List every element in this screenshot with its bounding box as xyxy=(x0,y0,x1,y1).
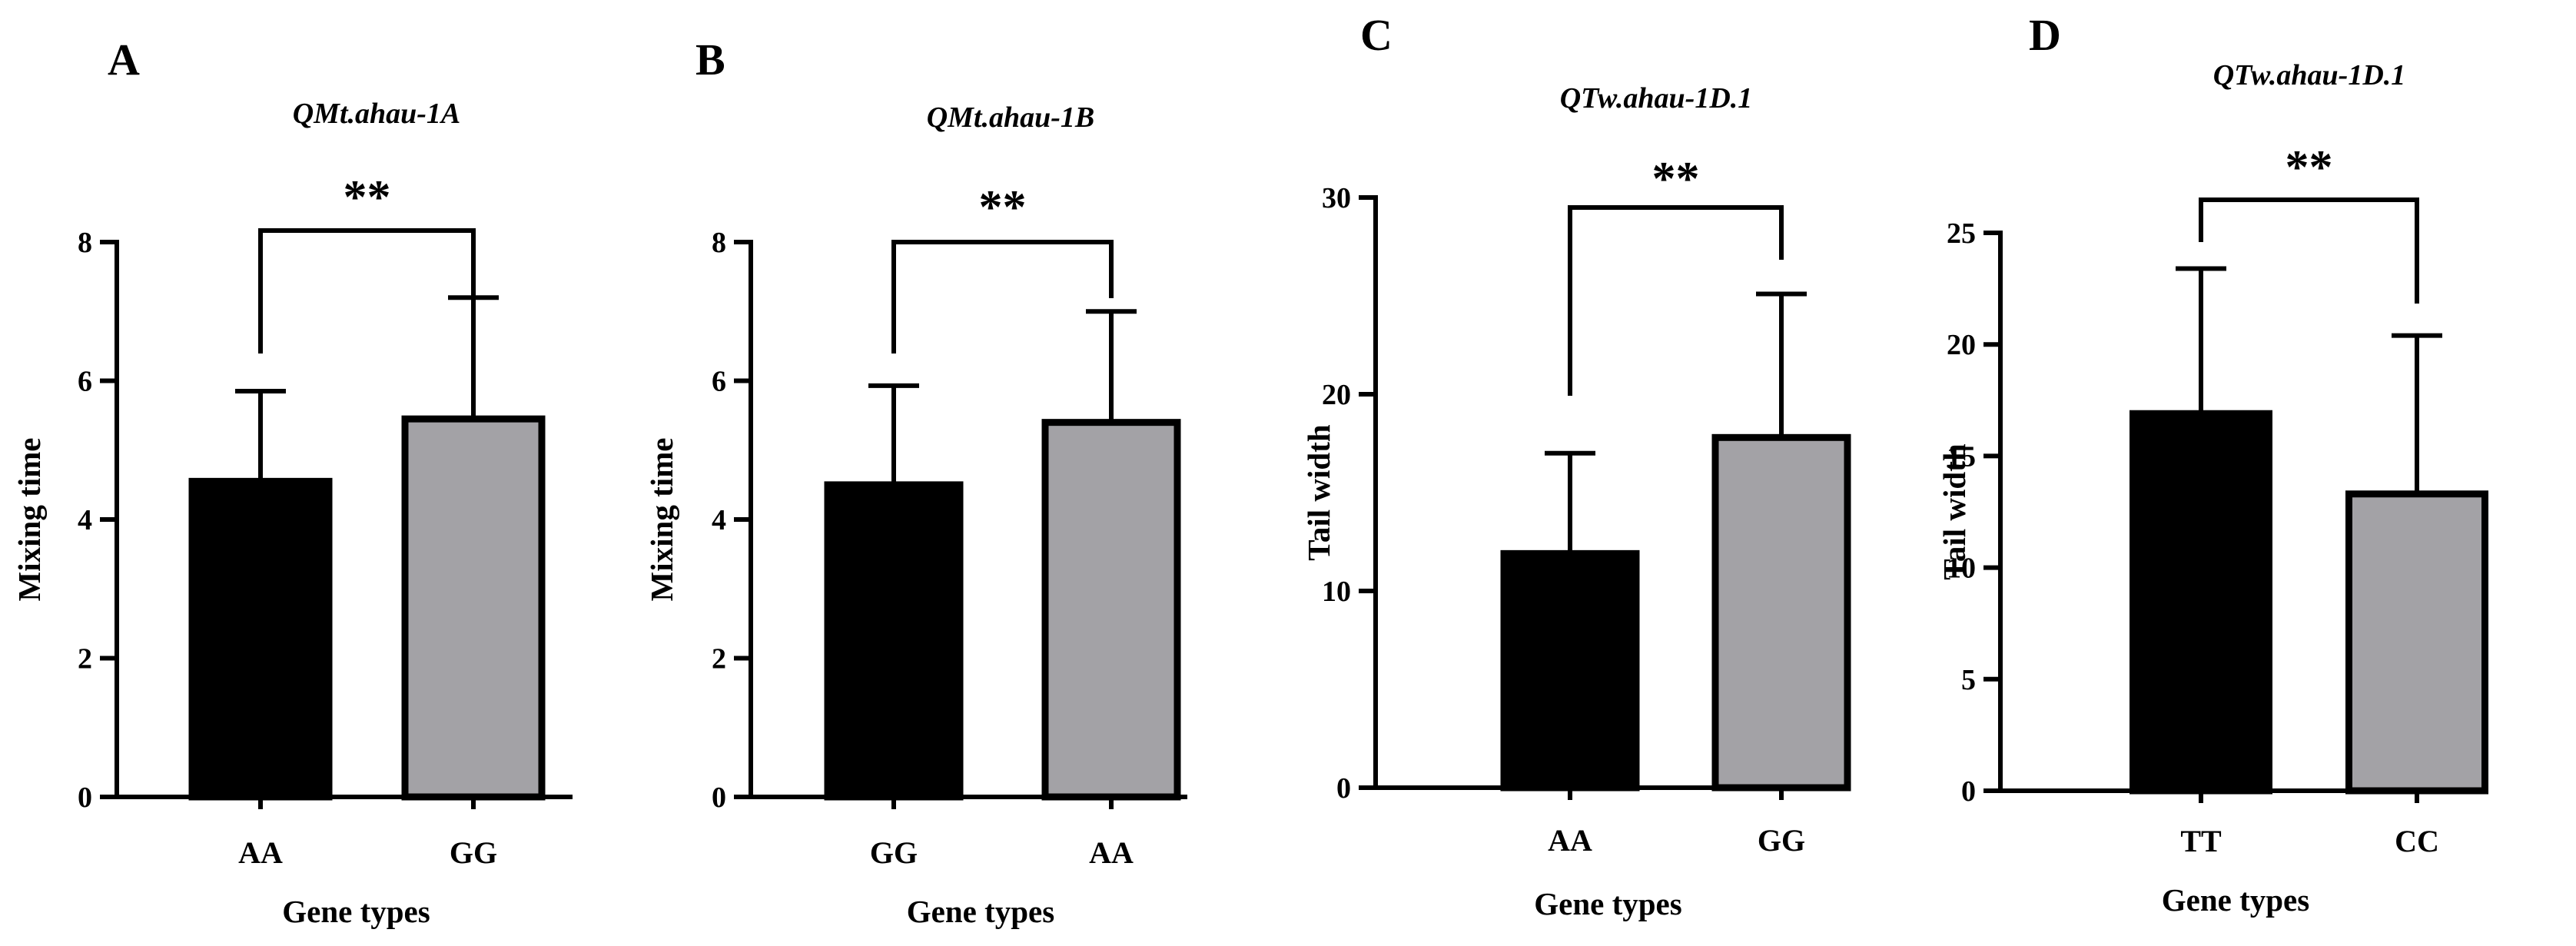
x-tick-label: TT xyxy=(2180,824,2222,858)
y-tick-label: 4 xyxy=(78,504,92,536)
y-tick-label: 10 xyxy=(1947,553,1976,585)
significance-label: ** xyxy=(344,171,391,224)
chart-panel-c: C QTw.ahau-1D.1 Tail width AA GG 0 10 20 30 ** Gen… xyxy=(1301,10,1851,921)
y-tick-label: 0 xyxy=(78,782,92,814)
y-axis-label: Mixing time xyxy=(644,438,679,602)
bar-tt xyxy=(2130,410,2272,795)
x-tick-label: GG xyxy=(870,835,918,870)
y-tick-label: 20 xyxy=(1322,379,1351,411)
y-axis-label: Tail width xyxy=(1937,443,1972,580)
x-tick-label: GG xyxy=(1758,823,1805,858)
y-tick-label: 6 xyxy=(78,366,92,398)
y-tick-label: 30 xyxy=(1322,182,1351,214)
y-tick-label: 5 xyxy=(1961,664,1976,696)
y-tick-label: 8 xyxy=(78,227,92,259)
y-tick-label: 6 xyxy=(712,366,726,398)
significance-label: ** xyxy=(979,181,1027,234)
significance-label: ** xyxy=(1652,153,1700,205)
x-tick-label: AA xyxy=(1089,835,1134,870)
y-tick-label: 15 xyxy=(1947,440,1976,473)
chart-title: QTw.ahau-1D.1 xyxy=(2213,59,2406,91)
y-tick-label: 0 xyxy=(1336,772,1351,805)
y-tick-label: 8 xyxy=(712,227,726,259)
chart-title: QTw.ahau-1D.1 xyxy=(1560,82,1753,115)
y-tick-label: 2 xyxy=(78,643,92,675)
bar-gg xyxy=(1711,433,1851,792)
panel-letter: C xyxy=(1360,10,1393,60)
bar-aa xyxy=(1041,419,1181,801)
y-tick-label: 4 xyxy=(712,504,726,536)
significance-bracket xyxy=(891,240,1114,354)
significance-bracket xyxy=(2199,197,2419,304)
chart-title: QMt.ahau-1B xyxy=(927,101,1095,134)
x-tick-label: AA xyxy=(238,835,283,870)
significance-label: ** xyxy=(2286,141,2333,194)
panel-letter: B xyxy=(695,35,725,85)
significance-bracket xyxy=(1568,205,1784,396)
y-axis-label: Mixing time xyxy=(12,438,47,602)
chart-panel-a: A QMt.ahau-1A Mixing time AA GG 0 2 4 6 8 ** Gene t… xyxy=(12,35,573,929)
bar-cc xyxy=(2345,490,2488,795)
x-axis-label: Gene types xyxy=(907,894,1054,929)
chart-panel-b: B QMt.ahau-1B Mixing time GG AA 0 2 4 6 8 ** Gene t… xyxy=(644,35,1187,929)
x-axis-label: Gene types xyxy=(282,894,430,929)
chart-panel-d: D QTw.ahau-1D.1 Tail width TT CC 0 5 10 15 20 25 **… xyxy=(1937,10,2488,918)
y-tick-label: 0 xyxy=(712,782,726,814)
bar-aa xyxy=(188,477,333,801)
y-tick-label: 0 xyxy=(1961,775,1976,808)
y-tick-label: 20 xyxy=(1947,329,1976,361)
bar-gg xyxy=(824,481,964,801)
x-tick-label: GG xyxy=(450,835,497,870)
x-tick-label: CC xyxy=(2395,824,2439,858)
x-tick-label: AA xyxy=(1548,823,1592,858)
x-axis-label: Gene types xyxy=(1534,886,1681,921)
bar-aa xyxy=(1500,549,1640,792)
chart-title: QMt.ahau-1A xyxy=(293,98,461,130)
y-tick-label: 25 xyxy=(1947,217,1976,250)
y-axis-label: Tail width xyxy=(1301,424,1336,561)
y-tick-label: 10 xyxy=(1322,576,1351,608)
y-tick-label: 2 xyxy=(712,643,726,675)
significance-bracket xyxy=(258,228,476,354)
panel-letter: A xyxy=(108,35,140,85)
bar-gg xyxy=(401,415,546,801)
x-axis-label: Gene types xyxy=(2162,882,2309,918)
panel-letter: D xyxy=(2029,10,2061,60)
